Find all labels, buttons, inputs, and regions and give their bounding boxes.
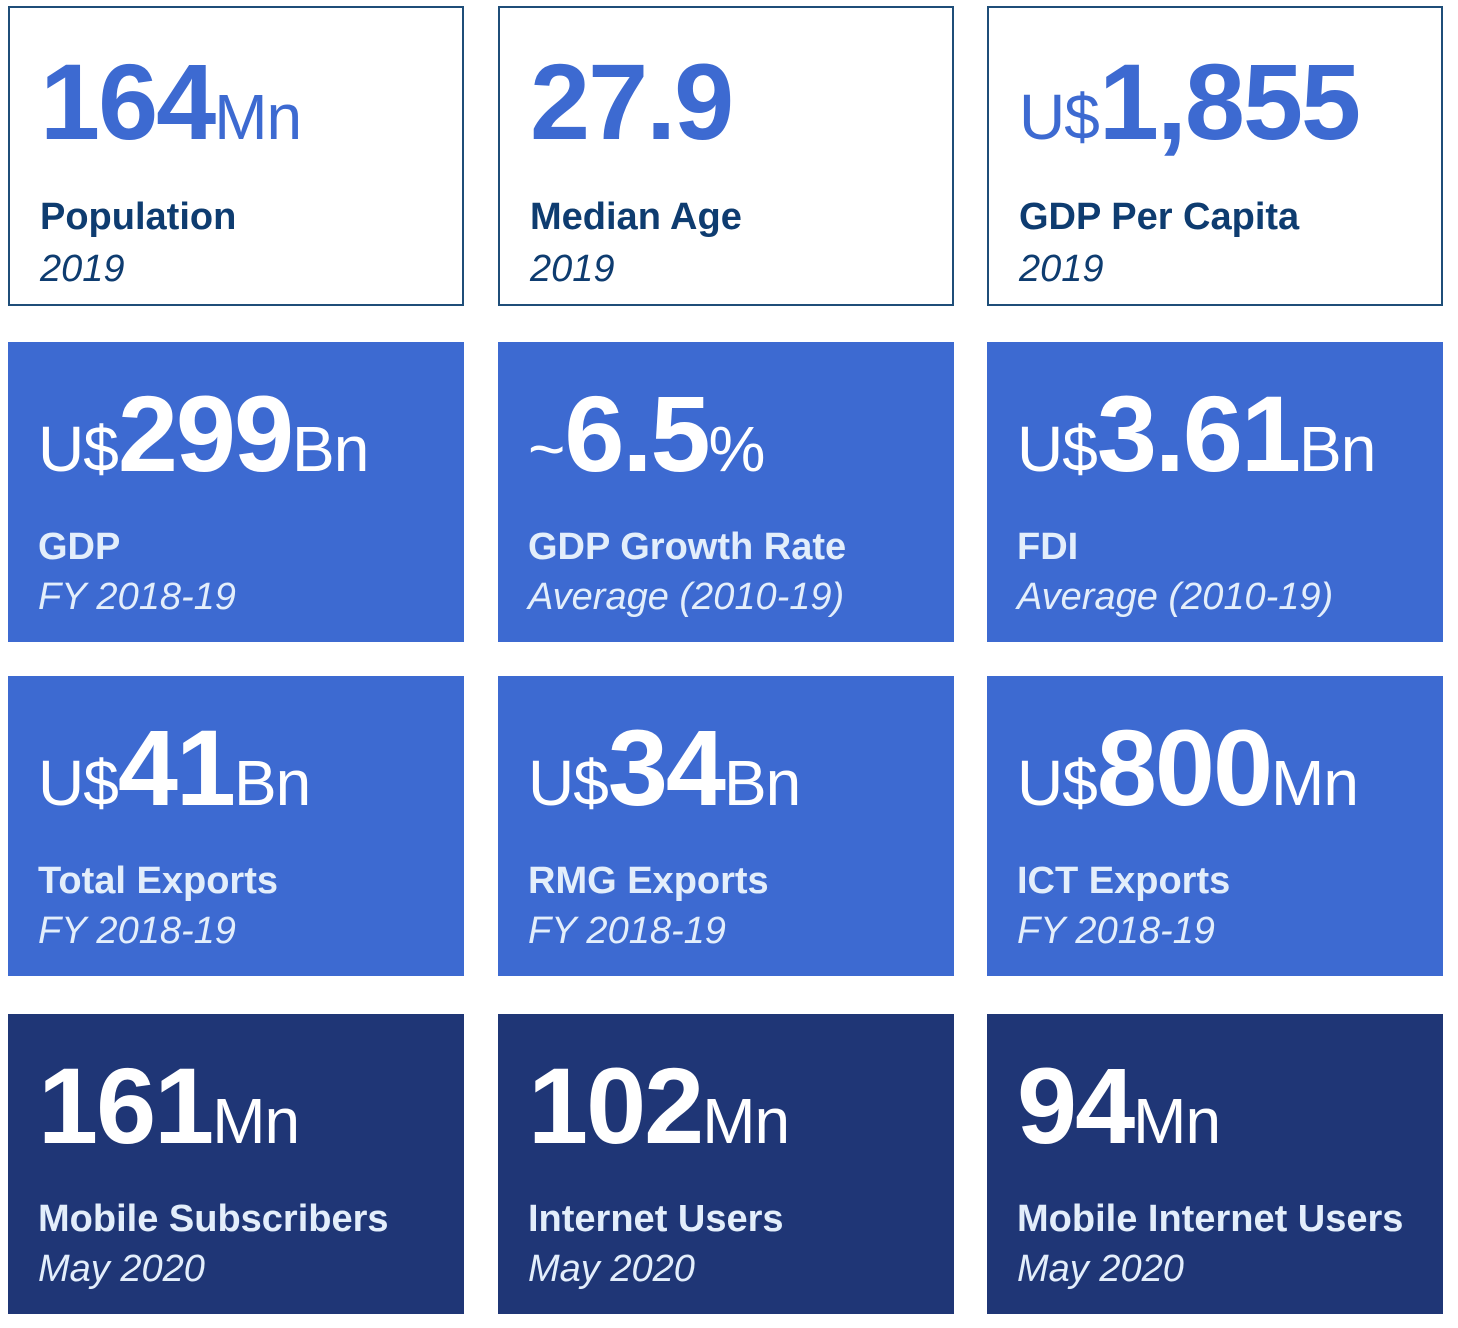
stat-suffix: Mn — [702, 1085, 790, 1157]
stat-card-total-exports: U$41Bn Total Exports FY 2018-19 — [8, 676, 464, 976]
stat-prefix: U$ — [1017, 413, 1098, 485]
stat-number: 27.9 — [530, 41, 734, 162]
stat-period: May 2020 — [528, 1248, 695, 1290]
stat-suffix: Mn — [214, 81, 302, 153]
stat-card-gdp-per-capita: U$1,855 GDP Per Capita 2019 — [987, 6, 1443, 306]
stat-suffix: Mn — [1133, 1085, 1221, 1157]
stat-value: U$800Mn — [1017, 714, 1359, 822]
stat-card-rmg-exports: U$34Bn RMG Exports FY 2018-19 — [498, 676, 954, 976]
stat-card-ict-exports: U$800Mn ICT Exports FY 2018-19 — [987, 676, 1443, 976]
stat-prefix: U$ — [1019, 81, 1100, 153]
stat-value: ~6.5% — [528, 380, 766, 488]
stat-suffix: Mn — [212, 1085, 300, 1157]
stat-value: 94Mn — [1017, 1052, 1221, 1160]
stat-number: 34 — [607, 707, 726, 828]
stat-prefix: U$ — [38, 413, 119, 485]
stat-period: May 2020 — [1017, 1248, 1184, 1290]
stat-value: 27.9 — [530, 48, 734, 156]
stat-label: Internet Users — [528, 1198, 784, 1240]
stat-suffix: Bn — [1299, 413, 1376, 485]
stat-period: 2019 — [530, 248, 615, 290]
stat-card-population: 164Mn Population 2019 — [8, 6, 464, 306]
stat-value: U$34Bn — [528, 714, 801, 822]
stat-period: Average (2010-19) — [528, 576, 845, 618]
stat-label: ICT Exports — [1017, 860, 1231, 902]
stat-suffix: % — [708, 413, 766, 485]
stat-label: Median Age — [530, 196, 742, 238]
stat-number: 3.61 — [1096, 373, 1301, 494]
stat-period: Average (2010-19) — [1017, 576, 1334, 618]
stat-label: GDP Per Capita — [1019, 196, 1300, 238]
stat-label: GDP Growth Rate — [528, 526, 847, 568]
stat-period: 2019 — [1019, 248, 1104, 290]
stat-value: 164Mn — [40, 48, 302, 156]
stat-value: U$299Bn — [38, 380, 369, 488]
stat-label: FDI — [1017, 526, 1079, 568]
stat-label: Population — [40, 196, 237, 238]
stat-number: 161 — [38, 1045, 214, 1166]
stat-label: Mobile Subscribers — [38, 1198, 389, 1240]
stat-label: Mobile Internet Users — [1017, 1198, 1404, 1240]
stat-number: 94 — [1017, 1045, 1135, 1166]
stat-card-gdp: U$299Bn GDP FY 2018-19 — [8, 342, 464, 642]
stat-number: 41 — [117, 707, 236, 828]
stat-value: U$1,855 — [1019, 48, 1361, 156]
stat-period: May 2020 — [38, 1248, 205, 1290]
stat-value: 102Mn — [528, 1052, 790, 1160]
stat-card-mobile-subscribers: 161Mn Mobile Subscribers May 2020 — [8, 1014, 464, 1314]
stat-label: Total Exports — [38, 860, 278, 902]
stat-value: U$41Bn — [38, 714, 311, 822]
stat-period: FY 2018-19 — [38, 576, 236, 618]
stat-number: 102 — [528, 1045, 704, 1166]
stat-label: GDP — [38, 526, 121, 568]
stat-suffix: Bn — [233, 747, 311, 819]
stat-value: U$3.61Bn — [1017, 380, 1376, 488]
stat-prefix: U$ — [528, 747, 609, 819]
stat-suffix: Bn — [723, 747, 801, 819]
stat-label: RMG Exports — [528, 860, 769, 902]
stat-card-internet-users: 102Mn Internet Users May 2020 — [498, 1014, 954, 1314]
stat-prefix: ~ — [528, 413, 565, 485]
stat-period: 2019 — [40, 248, 125, 290]
stat-suffix: Mn — [1271, 747, 1359, 819]
stat-period: FY 2018-19 — [528, 910, 726, 952]
stat-number: 1,855 — [1098, 41, 1361, 162]
stat-card-mobile-internet-users: 94Mn Mobile Internet Users May 2020 — [987, 1014, 1443, 1314]
stat-card-gdp-growth-rate: ~6.5% GDP Growth Rate Average (2010-19) — [498, 342, 954, 642]
stat-number: 299 — [117, 373, 294, 494]
stat-number: 164 — [40, 41, 216, 162]
stat-number: 6.5 — [564, 373, 710, 494]
stat-value: 161Mn — [38, 1052, 300, 1160]
stat-number: 800 — [1096, 707, 1273, 828]
stat-period: FY 2018-19 — [1017, 910, 1215, 952]
stat-prefix: U$ — [38, 747, 119, 819]
stat-suffix: Bn — [292, 413, 369, 485]
stat-prefix: U$ — [1017, 747, 1098, 819]
stat-card-median-age: 27.9 Median Age 2019 — [498, 6, 954, 306]
stat-card-fdi: U$3.61Bn FDI Average (2010-19) — [987, 342, 1443, 642]
stat-period: FY 2018-19 — [38, 910, 236, 952]
